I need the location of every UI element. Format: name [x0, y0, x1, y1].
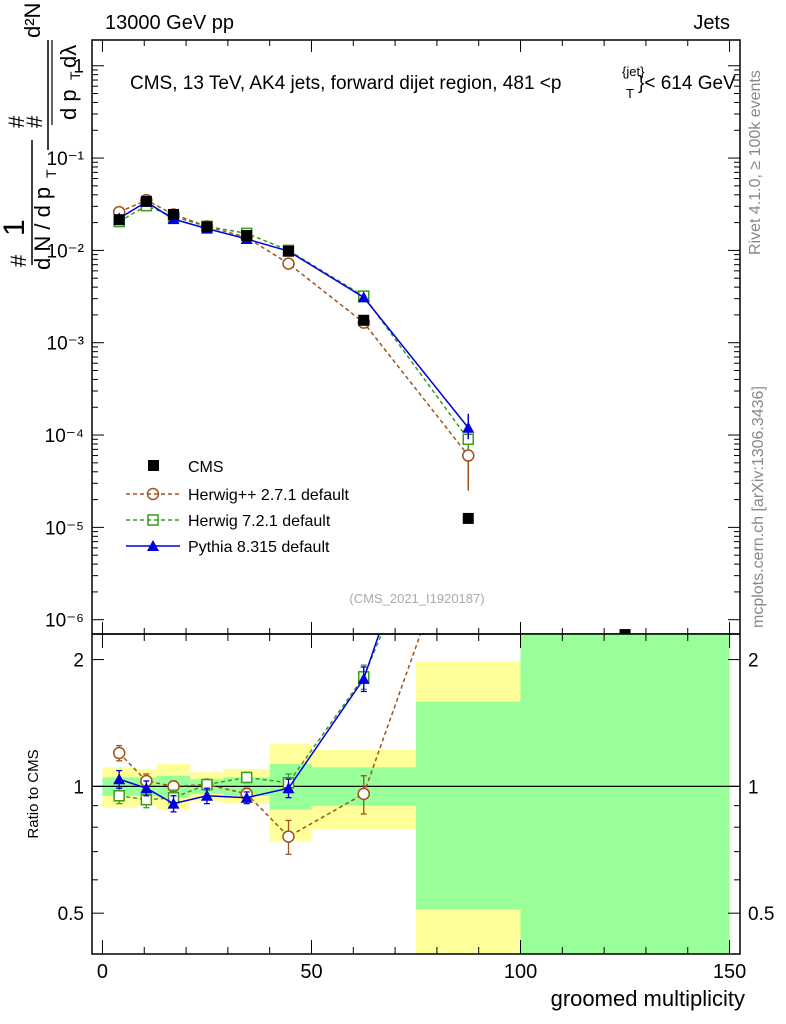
main-point: [619, 629, 631, 634]
analysis-reference: (CMS_2021_I1920187): [349, 591, 484, 606]
legend-herwigpp-label: Herwig++ 2.7.1 default: [188, 487, 350, 504]
main-y-tick-label: 10⁻⁵: [45, 518, 84, 539]
x-tick-label: 0: [97, 961, 108, 983]
main-y-axis-label: # 1 d N / d p T # d²N # d p T dλ: [0, 3, 83, 270]
main-y-tick-label: 10⁻³: [47, 334, 85, 355]
ratio-band-green: [520, 634, 730, 954]
main-y-tick-label: 10⁻¹: [47, 149, 85, 170]
main-y-tick-label: 10⁻⁶: [45, 611, 84, 632]
main-series-line: [118, 199, 469, 456]
ratio-y-tick-label-left: 1: [73, 777, 84, 798]
ratio-y-tick-label-right: 0.5: [748, 904, 774, 925]
main-y-tick-label: 1: [73, 57, 84, 78]
main-point: [168, 208, 180, 220]
ratio-y-label: Ratio to CMS: [25, 749, 42, 838]
legend: CMS Herwig++ 2.7.1 default Herwig 7.2.1 …: [126, 459, 350, 556]
main-point: [282, 257, 295, 270]
x-axis-label: groomed multiplicity: [551, 986, 745, 1011]
main-point: [462, 421, 475, 433]
ratio-point: [113, 790, 125, 802]
title-end: }< 614 GeV: [638, 73, 736, 94]
legend-herwig7-marker: [147, 514, 159, 526]
main-point: [201, 221, 213, 233]
ylabel-hash: #: [6, 254, 31, 267]
ratio-point: [200, 789, 213, 801]
ylabel-one: 1: [0, 219, 31, 236]
ylabel-dN: d N / d p: [30, 187, 55, 270]
category-label: Jets: [693, 12, 730, 34]
ratio-y-tick-label-right: 1: [748, 777, 759, 798]
legend-herwig7-label: Herwig 7.2.1 default: [188, 513, 331, 530]
main-series-group: [112, 193, 631, 634]
ratio-point: [282, 782, 295, 794]
energy-label: 13000 GeV pp: [105, 12, 234, 34]
ylabel-dlambda: dλ: [56, 45, 81, 68]
main-point: [462, 512, 474, 524]
ratio-point: [113, 773, 126, 785]
main-axis-ticks: 1 10⁻¹ 10⁻² 10⁻³ 10⁻⁴ 10⁻⁵ 10⁻⁶: [45, 40, 740, 634]
main-point: [357, 291, 370, 303]
mcplots-label: mcplots.cern.ch [arXiv:1306.3436]: [750, 386, 767, 628]
ylabel-hash-2: #: [22, 115, 47, 128]
main-series-2: [113, 199, 475, 450]
main-series-1: [112, 193, 475, 491]
ratio-y-tick-label-left: 0.5: [58, 904, 84, 925]
ratio-point: [357, 787, 370, 801]
ratio-point: [167, 797, 180, 809]
title-main: CMS, 13 TeV, AK4 jets, forward dijet reg…: [130, 73, 561, 94]
ratio-series-2: [113, 634, 380, 813]
ylabel-hash-3: #: [4, 115, 29, 128]
ratio-y-tick-label-left: 2: [73, 651, 84, 672]
ratio-point: [282, 830, 295, 843]
main-series-line: [118, 201, 469, 429]
main-series-line: [118, 204, 469, 440]
ratio-band-green: [416, 701, 521, 910]
ratio-point: [240, 771, 253, 784]
main-y-tick-label: 10⁻⁴: [45, 426, 84, 447]
main-point: [462, 449, 475, 462]
ratio-plot-frame: [91, 633, 741, 955]
main-point: [113, 214, 125, 226]
ylabel-T-sub-2: T: [67, 71, 83, 80]
ratio-axis-ticks: 0.5 0.5 1 1 2 2 0 50 100 150: [58, 634, 774, 983]
plot-title: CMS, 13 TeV, AK4 jets, forward dijet reg…: [130, 64, 736, 101]
ylabel-dpT: d p: [56, 89, 81, 120]
ratio-point: [240, 791, 253, 803]
ratio-point: [140, 782, 153, 794]
main-series-0: [113, 195, 631, 634]
main-series-3: [113, 195, 475, 440]
legend-cms-marker: [148, 460, 159, 471]
ratio-point: [357, 672, 370, 684]
main-point: [282, 245, 294, 257]
main-y-tick-label: 10⁻²: [47, 241, 85, 262]
ratio-uncertainty-bands: [102, 634, 730, 954]
ratio-series-line: [118, 634, 380, 805]
x-tick-label: 150: [713, 961, 746, 983]
ratio-series-group: [112, 634, 422, 855]
title-sub: T: [626, 86, 634, 101]
main-point: [358, 314, 370, 326]
main-point: [140, 195, 152, 207]
legend-cms-label: CMS: [188, 459, 224, 476]
x-tick-label: 100: [504, 961, 537, 983]
main-point: [241, 229, 253, 241]
ratio-y-tick-label-right: 2: [748, 651, 759, 672]
rivet-version-label: Rivet 4.1.0, ≥ 100k events: [747, 70, 764, 255]
legend-pythia-label: Pythia 8.315 default: [188, 539, 330, 556]
x-tick-label: 50: [300, 961, 322, 983]
legend-herwigpp-marker: [146, 487, 160, 501]
ratio-point: [112, 746, 126, 760]
ratio-series-line: [119, 634, 383, 801]
ylabel-T-sub: T: [43, 169, 59, 178]
title-sup: {jet}: [622, 64, 645, 79]
ylabel-d2N: d²N: [20, 3, 45, 38]
legend-pythia-marker: [147, 540, 159, 551]
